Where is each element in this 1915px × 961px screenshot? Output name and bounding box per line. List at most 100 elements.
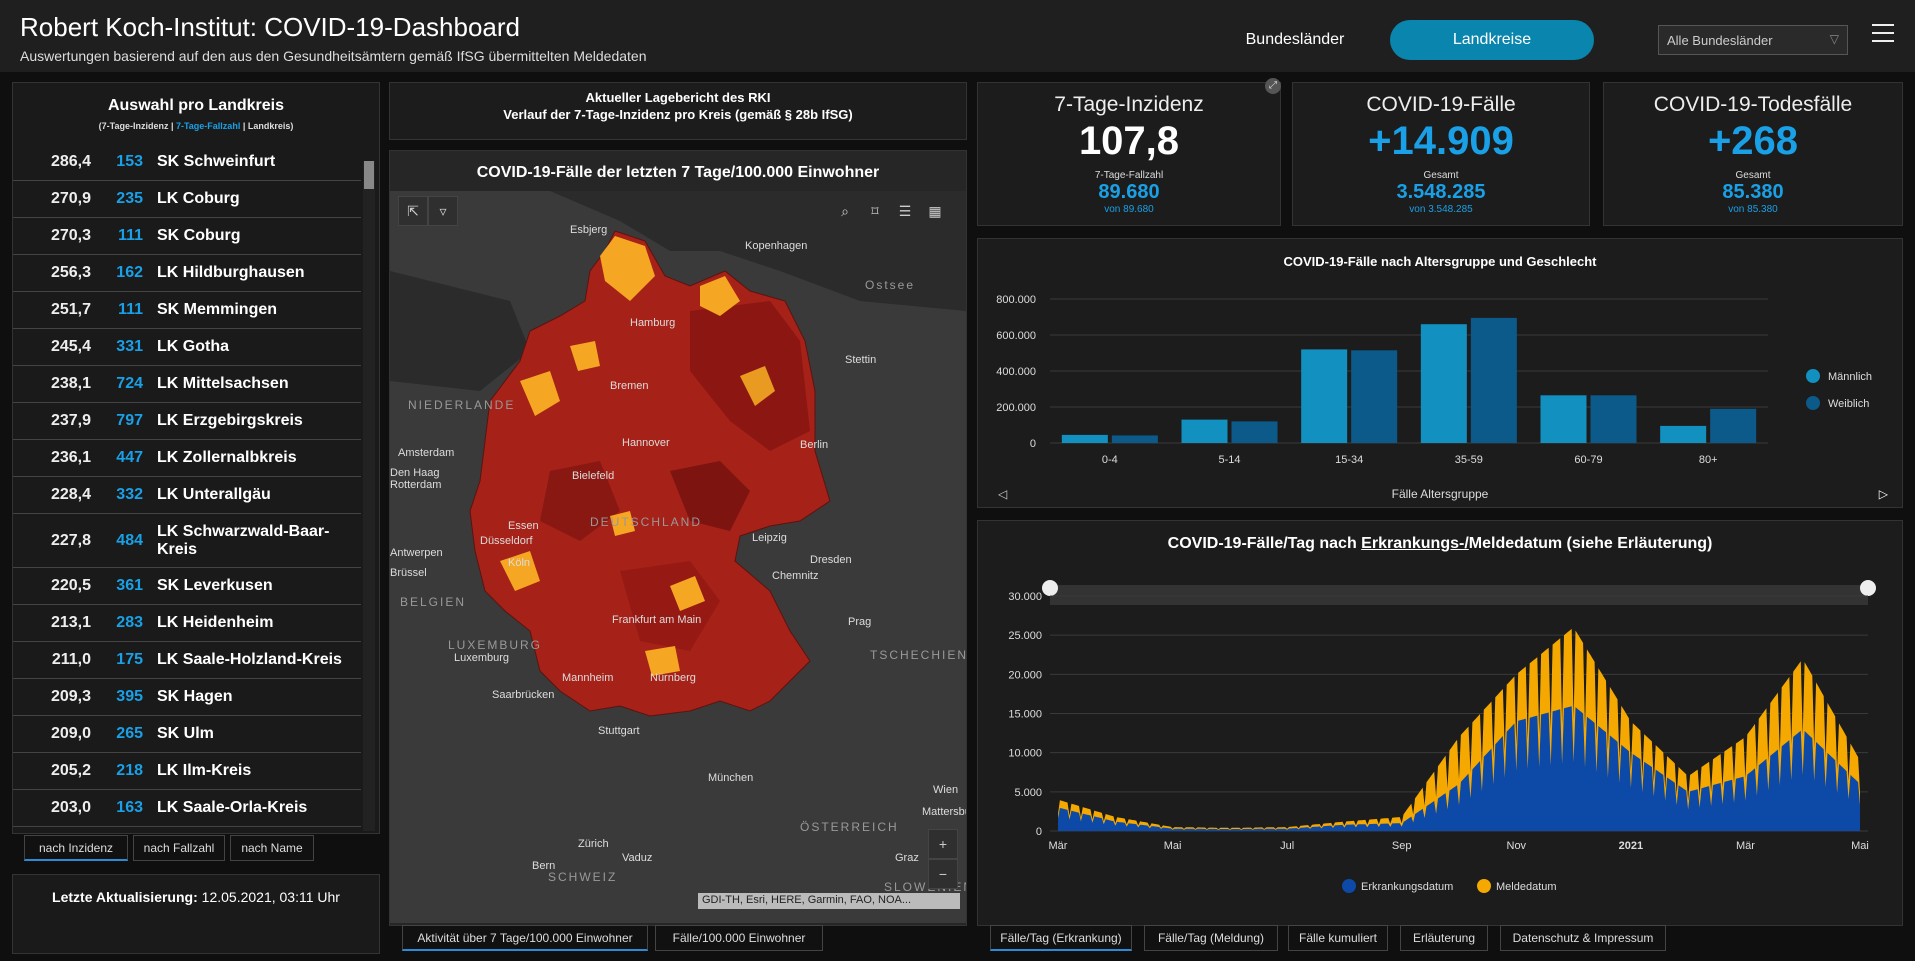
kpi-subvalue: 3.548.285	[1396, 181, 1486, 203]
age-bar[interactable]	[1590, 395, 1637, 443]
kpi-subvalue: 89.680	[1098, 181, 1160, 203]
tab-nach-fallzahl[interactable]: nach Fallzahl	[133, 835, 225, 861]
tab-datenschutz[interactable]: Datenschutz & Impressum	[1500, 925, 1666, 951]
map-place-label: Bremen	[610, 380, 649, 392]
landkreis-row[interactable]: 270,3 111 SK Coburg	[13, 218, 361, 255]
map-title: COVID-19-Fälle der letzten 7 Tage/100.00…	[476, 164, 880, 181]
landkreis-row[interactable]: 251,7 111 SK Memmingen	[13, 292, 361, 329]
age-bar[interactable]	[1540, 395, 1587, 443]
bundesland-select-value: Alle Bundesländer	[1667, 33, 1773, 48]
x-tick-label: 35-59	[1455, 454, 1483, 466]
lagebericht-line2: Verlauf der 7-Tage-Inzidenz pro Kreis (g…	[503, 107, 853, 122]
landkreis-row[interactable]: 213,1 283 LK Heidenheim	[13, 605, 361, 642]
age-chart[interactable]: 800.000 600.000 400.000 200.000 0 0-4 5-14 15-3…	[978, 239, 1902, 507]
daily-chart[interactable]: 30.000 25.000 20.000 15.000 10.000 5.000 0 Mär M…	[978, 521, 1902, 925]
basemap-grid-icon[interactable]: ▦	[928, 202, 942, 219]
row-inzidenz: 227,8	[50, 531, 91, 549]
row-landkreis-name: SK Ulm	[157, 725, 214, 742]
landkreis-row[interactable]: 209,0 265 SK Ulm	[13, 716, 361, 753]
map-place-label: Mannheim	[562, 672, 613, 684]
landkreis-row[interactable]: 286,4 153 SK Schweinfurt	[13, 144, 361, 181]
search-icon[interactable]: ⌕	[841, 202, 849, 219]
map-legend-toggle-icon[interactable]: ⇱	[398, 196, 428, 226]
age-bar[interactable]	[1181, 419, 1228, 443]
landkreis-row[interactable]: 220,5 361 SK Leverkusen	[13, 568, 361, 605]
landkreis-row[interactable]: 270,9 235 LK Coburg	[13, 181, 361, 218]
map-place-label: Ostsee	[865, 278, 915, 292]
bookmark-icon[interactable]: ⌑	[871, 202, 879, 219]
row-inzidenz: 209,0	[50, 725, 91, 742]
tab-faelle-tag-meldung[interactable]: Fälle/Tag (Meldung)	[1144, 925, 1278, 951]
kpi-title: COVID-19-Todesfälle	[1653, 93, 1853, 116]
landkreis-row[interactable]: 203,0 163 LK Saale-Orla-Kreis	[13, 790, 361, 827]
landkreis-row[interactable]: 227,8 484 LK Schwarzwald-Baar-Kreis	[13, 514, 361, 568]
x-tick-label: Jul	[1280, 840, 1294, 852]
range-slider-track[interactable]	[1050, 585, 1868, 605]
daily-title-b[interactable]: Erkrankungs-/	[1361, 535, 1469, 552]
map-place-label: Stuttgart	[598, 725, 640, 737]
zoom-out-icon[interactable]: −	[928, 859, 958, 889]
age-bar[interactable]	[1420, 324, 1467, 443]
hamburger-menu-icon[interactable]	[1872, 24, 1894, 44]
kpi-inzidenz[interactable]: 7-Tage-Inzidenz 107,8 7-Tage-Fallzahl 89…	[977, 78, 1281, 226]
age-bar[interactable]	[1351, 350, 1398, 443]
age-bar[interactable]	[1470, 317, 1517, 443]
map-place-label: Stettin	[845, 354, 876, 366]
age-bar[interactable]	[1061, 434, 1108, 443]
expand-icon[interactable]: ⤢	[1265, 78, 1281, 94]
tab-erlaeuterung[interactable]: Erläuterung	[1400, 925, 1488, 951]
zoom-in-icon[interactable]: +	[928, 829, 958, 859]
chevron-right-icon[interactable]: ▷	[1878, 487, 1888, 501]
row-landkreis-name: LK Unterallgäu	[157, 486, 271, 503]
landkreis-row[interactable]: 209,3 395 SK Hagen	[13, 679, 361, 716]
tab-faelle-tag-erkrankung[interactable]: Fälle/Tag (Erkrankung)	[990, 925, 1132, 951]
row-inzidenz: 213,1	[50, 614, 91, 631]
landkreis-row[interactable]: 245,4 331 LK Gotha	[13, 329, 361, 366]
map-panel: COVID-19-Fälle der letzten 7 Tage/100.00…	[389, 150, 967, 926]
list-icon[interactable]: ☰	[898, 202, 912, 219]
row-landkreis-name: SK Leverkusen	[157, 577, 273, 594]
map-place-label: Bielefeld	[572, 470, 614, 482]
germany-map[interactable]: Esbjerg Kopenhagen Ostsee Hamburg Stettin Bre…	[390, 191, 966, 923]
landkreis-row[interactable]: 228,4 332 LK Unterallgäu	[13, 477, 361, 514]
age-bar[interactable]	[1111, 435, 1158, 443]
erkrankungsdatum-area[interactable]	[1058, 706, 1860, 831]
kpi-title: 7-Tage-Inzidenz	[1054, 93, 1204, 116]
row-landkreis-name: LK Saale-Orla-Kreis	[157, 799, 308, 816]
x-tick-label: Nov	[1507, 840, 1527, 852]
age-bar[interactable]	[1710, 408, 1757, 443]
tab-nach-name[interactable]: nach Name	[230, 835, 314, 861]
tab-nach-inzidenz[interactable]: nach Inzidenz	[24, 835, 128, 861]
landkreis-row[interactable]: 211,0 175 LK Saale-Holzland-Kreis	[13, 642, 361, 679]
row-fallzahl: 218	[116, 762, 143, 779]
landkreis-row[interactable]: 205,2 218 LK Ilm-Kreis	[13, 753, 361, 790]
scrollbar-thumb[interactable]	[364, 161, 374, 189]
x-tick-label: Mai	[1164, 840, 1182, 852]
scrollbar-track[interactable]	[363, 161, 375, 831]
age-bar[interactable]	[1660, 425, 1707, 443]
landkreis-row[interactable]: 237,9 797 LK Erzgebirgskreis	[13, 403, 361, 440]
legend-swatch	[1477, 879, 1491, 893]
landkreis-row[interactable]: 256,3 162 LK Hildburghausen	[13, 255, 361, 292]
app-header: Robert Koch-Institut: COVID-19-Dashboard…	[0, 0, 1915, 72]
chevron-down-icon[interactable]: ▿	[428, 196, 458, 226]
tab-faelle-kumuliert[interactable]: Fälle kumuliert	[1288, 925, 1388, 951]
tab-faelle-100000[interactable]: Fälle/100.000 Einwohner	[655, 925, 823, 951]
landkreis-row[interactable]: 238,1 724 LK Mittelsachsen	[13, 366, 361, 403]
row-landkreis-name: LK Ilm-Kreis	[157, 762, 252, 779]
chevron-left-icon[interactable]: ◁	[998, 487, 1008, 501]
lagebericht-panel[interactable]: Aktueller Lagebericht des RKI Verlauf de…	[389, 82, 967, 140]
tab-aktivitaet[interactable]: Aktivität über 7 Tage/100.000 Einwohner	[402, 925, 648, 951]
age-bar[interactable]	[1231, 421, 1278, 443]
range-slider-handle-left[interactable]	[1042, 580, 1058, 596]
age-bar[interactable]	[1301, 349, 1348, 443]
range-slider-handle-right[interactable]	[1860, 580, 1876, 596]
landkreis-row[interactable]: 236,1 447 LK Zollernalbkreis	[13, 440, 361, 477]
bundesland-select[interactable]: Alle Bundesländer ▽	[1658, 25, 1848, 55]
tab-bundeslaender[interactable]: Bundesländer	[1245, 31, 1345, 48]
kpi-todesfaelle[interactable]: COVID-19-Todesfälle +268 Gesamt 85.380 v…	[1603, 82, 1903, 226]
kpi-faelle[interactable]: COVID-19-Fälle +14.909 Gesamt 3.548.285 …	[1292, 82, 1590, 226]
map-place-label: NIEDERLANDE	[408, 398, 515, 412]
map-place-label: Chemnitz	[772, 570, 818, 582]
tab-landkreise[interactable]: Landkreise	[1390, 20, 1594, 60]
